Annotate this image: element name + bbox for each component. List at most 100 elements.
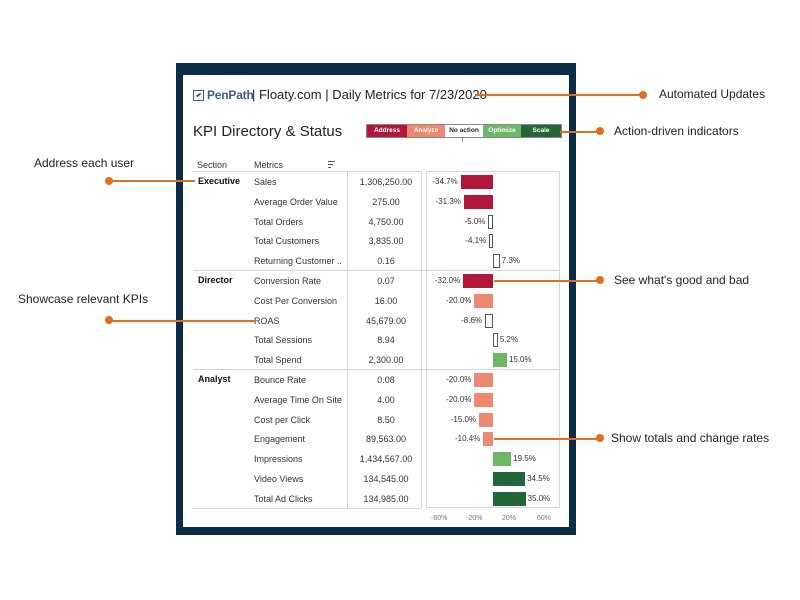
metric-name: Engagement xyxy=(254,434,306,445)
change-bar xyxy=(474,373,493,387)
sort-icon[interactable] xyxy=(328,161,335,168)
annotation-line-automated xyxy=(475,94,643,96)
change-label: -31.3% xyxy=(435,196,461,206)
axis-tick-label: 60% xyxy=(537,515,552,522)
metric-value: 4.00 xyxy=(377,394,395,405)
section-separator xyxy=(193,270,560,271)
annotation-dot-indicators xyxy=(596,127,604,135)
metric-name: Conversion Rate xyxy=(254,276,322,286)
metric-name: Impressions xyxy=(254,454,303,465)
change-label: -20.0% xyxy=(446,394,472,404)
logo-text: PenPath xyxy=(207,88,254,102)
change-label: -15.0% xyxy=(450,414,477,424)
metric-name: Returning Customer .. xyxy=(254,256,343,267)
metric-value: 275.00 xyxy=(372,196,400,207)
change-bar xyxy=(463,194,493,209)
annotation-dot-totals xyxy=(596,434,604,442)
metric-value: 1,306,250.00 xyxy=(359,177,413,187)
change-bar xyxy=(489,234,493,249)
section-label: Director xyxy=(198,275,233,285)
value-chart-divider xyxy=(421,171,422,508)
annotation-address-user: Address each user xyxy=(34,156,135,170)
change-label: -20.0% xyxy=(446,295,472,305)
change-bar xyxy=(488,214,493,229)
section-separator xyxy=(193,369,560,370)
metric-value: 2,300.00 xyxy=(368,355,404,366)
metric-value: 134,545.00 xyxy=(363,474,409,484)
metric-value: 16.00 xyxy=(374,295,398,306)
metric-value: 0.08 xyxy=(377,375,395,385)
annotation-automated-updates: Automated Updates xyxy=(659,87,766,101)
change-bar xyxy=(463,274,493,288)
metric-value: 89,563.00 xyxy=(365,434,407,445)
change-bar xyxy=(493,452,512,467)
metric-name: Bounce Rate xyxy=(254,375,307,385)
annotation-line-showcase xyxy=(109,320,256,322)
penpath-logo: PenPath xyxy=(193,88,254,102)
status-legend: Address Analyze No action Optimize Scale xyxy=(366,124,562,138)
axis-tick-label: -20% xyxy=(466,515,483,522)
metric-value: 3,835.00 xyxy=(368,236,404,247)
metric-value: 4,750.00 xyxy=(368,216,404,227)
metric-name: Total Orders xyxy=(254,216,304,227)
axis-tick-label: -60% xyxy=(431,515,448,522)
section-label: Executive xyxy=(198,176,241,186)
metric-value: 45,679.00 xyxy=(365,315,407,326)
penpath-logo-icon xyxy=(193,89,204,101)
annotation-action-indicators: Action-driven indicators xyxy=(614,124,739,138)
change-bar xyxy=(460,175,493,189)
legend-item-no-action: No action xyxy=(445,125,483,137)
change-bar xyxy=(493,353,507,368)
section-column-header: Section xyxy=(197,160,228,170)
metric-value: 0.16 xyxy=(377,256,395,267)
metric-name: Cost Per Conversion xyxy=(254,295,338,306)
table-top-line xyxy=(193,171,421,172)
annotation-dot-goodbad xyxy=(596,276,604,284)
axis-tick-label: 20% xyxy=(502,515,517,522)
change-label: 19.5% xyxy=(513,454,536,464)
change-bar xyxy=(474,392,493,407)
change-bar xyxy=(479,412,493,427)
metric-value: 134,985.00 xyxy=(363,493,409,504)
annotation-line-totals xyxy=(494,438,599,440)
kpi-title: KPI Directory & Status xyxy=(193,123,343,140)
change-bar xyxy=(493,472,526,486)
table-bottom-line xyxy=(193,508,421,509)
metric-name: Sales xyxy=(254,177,277,187)
change-bar xyxy=(485,313,493,328)
annotation-good-bad: See what's good and bad xyxy=(614,273,750,287)
metric-name: Average Order Value xyxy=(254,196,338,207)
annotation-line-goodbad xyxy=(494,280,599,282)
metric-name: Average Time On Site xyxy=(254,394,342,405)
metric-name: Total Sessions xyxy=(254,335,313,346)
dashboard-panel xyxy=(183,75,569,527)
legend-item-optimize: Optimize xyxy=(483,125,521,137)
legend-item-analyze: Analyze xyxy=(407,125,445,137)
metric-name: Cost per Click xyxy=(254,414,311,425)
change-bar xyxy=(493,491,526,506)
metric-value: 0.07 xyxy=(377,276,395,286)
metric-value: 1,434,567.00 xyxy=(359,454,413,465)
metric-name: Total Spend xyxy=(254,355,302,366)
change-label: -5.0% xyxy=(464,216,486,226)
change-bar xyxy=(493,333,498,348)
change-label: -20.0% xyxy=(446,375,472,384)
change-rate-chart xyxy=(426,171,560,508)
metric-name: Total Customers xyxy=(254,236,320,247)
annotation-line-indicators xyxy=(560,131,600,133)
change-label: -4.1% xyxy=(465,236,487,246)
legend-tick xyxy=(462,137,463,141)
annotation-dot-automated xyxy=(639,91,647,99)
metric-name: Total Ad Clicks xyxy=(254,493,313,504)
legend-item-scale: Scale xyxy=(521,125,561,137)
metric-value: 8.94 xyxy=(377,335,395,346)
change-bar xyxy=(493,254,500,269)
annotation-line-address xyxy=(109,180,195,182)
legend-item-address: Address xyxy=(367,125,407,137)
change-label: -34.7% xyxy=(432,177,458,186)
change-bar xyxy=(474,293,493,308)
section-label: Analyst xyxy=(198,374,231,384)
metric-name: ROAS xyxy=(254,315,280,326)
change-label: 34.5% xyxy=(527,474,550,483)
metrics-column-header: Metrics xyxy=(254,160,283,170)
